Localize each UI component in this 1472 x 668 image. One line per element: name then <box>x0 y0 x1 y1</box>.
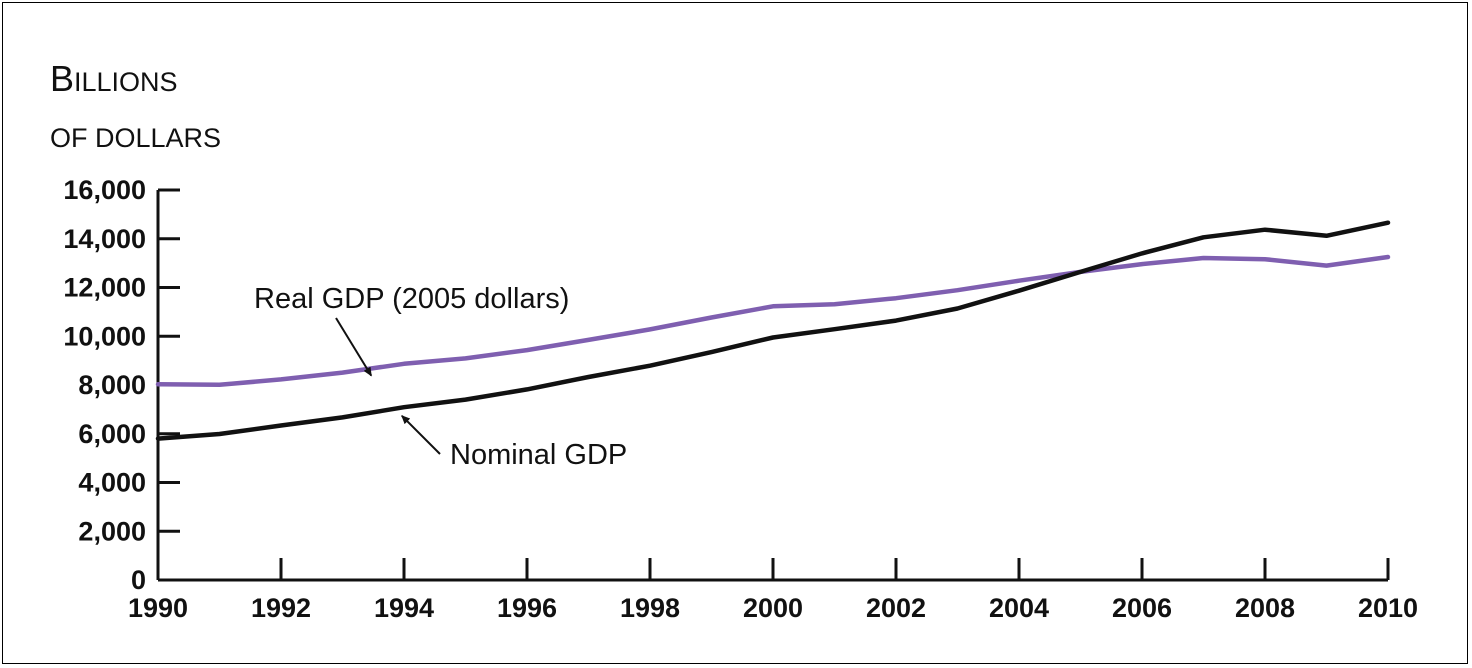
y-tick-label: 14,000 <box>63 224 146 254</box>
x-tick-label: 1990 <box>128 593 188 623</box>
x-tick-label: 2006 <box>1112 593 1172 623</box>
annotations: Real GDP (2005 dollars) Nominal GDP <box>254 283 627 471</box>
y-tick-label: 0 <box>131 565 146 595</box>
x-tick-label: 2000 <box>743 593 803 623</box>
x-tick-label: 1992 <box>251 593 311 623</box>
svg-text:BILLIONS: BILLIONS <box>50 58 178 99</box>
y-tick-label: 16,000 <box>63 175 146 205</box>
x-tick-label: 2002 <box>866 593 926 623</box>
series-line-nominal-gdp <box>155 220 1391 441</box>
y-axis-title-rest: ILLIONS <box>74 67 178 97</box>
x-tick-label: 1996 <box>497 593 557 623</box>
x-tick-label: 1994 <box>374 593 434 623</box>
x-tick-label: 2004 <box>989 593 1049 623</box>
axes: 0 2,000 4,000 6,000 8,000 10,000 12,000 14,000 1… <box>63 175 1418 623</box>
y-tick-label: 6,000 <box>78 419 146 449</box>
y-tick-label: 12,000 <box>63 273 146 303</box>
real-gdp-label: Real GDP (2005 dollars) <box>254 283 569 315</box>
nominal-gdp-arrow <box>401 415 441 455</box>
x-tick-label: 2010 <box>1358 593 1418 623</box>
series-line-real-gdp <box>155 254 1391 388</box>
series-layer <box>155 220 1391 441</box>
y-tick-label: 8,000 <box>78 370 146 400</box>
y-axis-title: BILLIONS OF DOLLARS <box>50 58 221 153</box>
x-tick-label: 1998 <box>620 593 680 623</box>
y-tick-label: 2,000 <box>78 516 146 546</box>
y-tick-label: 10,000 <box>63 321 146 351</box>
real-gdp-arrow <box>335 317 373 377</box>
y-tick-label: 4,000 <box>78 468 146 498</box>
y-axis-title-line2: OF DOLLARS <box>50 123 221 153</box>
x-tick-label: 2008 <box>1235 593 1295 623</box>
nominal-gdp-label: Nominal GDP <box>450 439 627 471</box>
y-axis-title-initial: B <box>50 58 74 99</box>
